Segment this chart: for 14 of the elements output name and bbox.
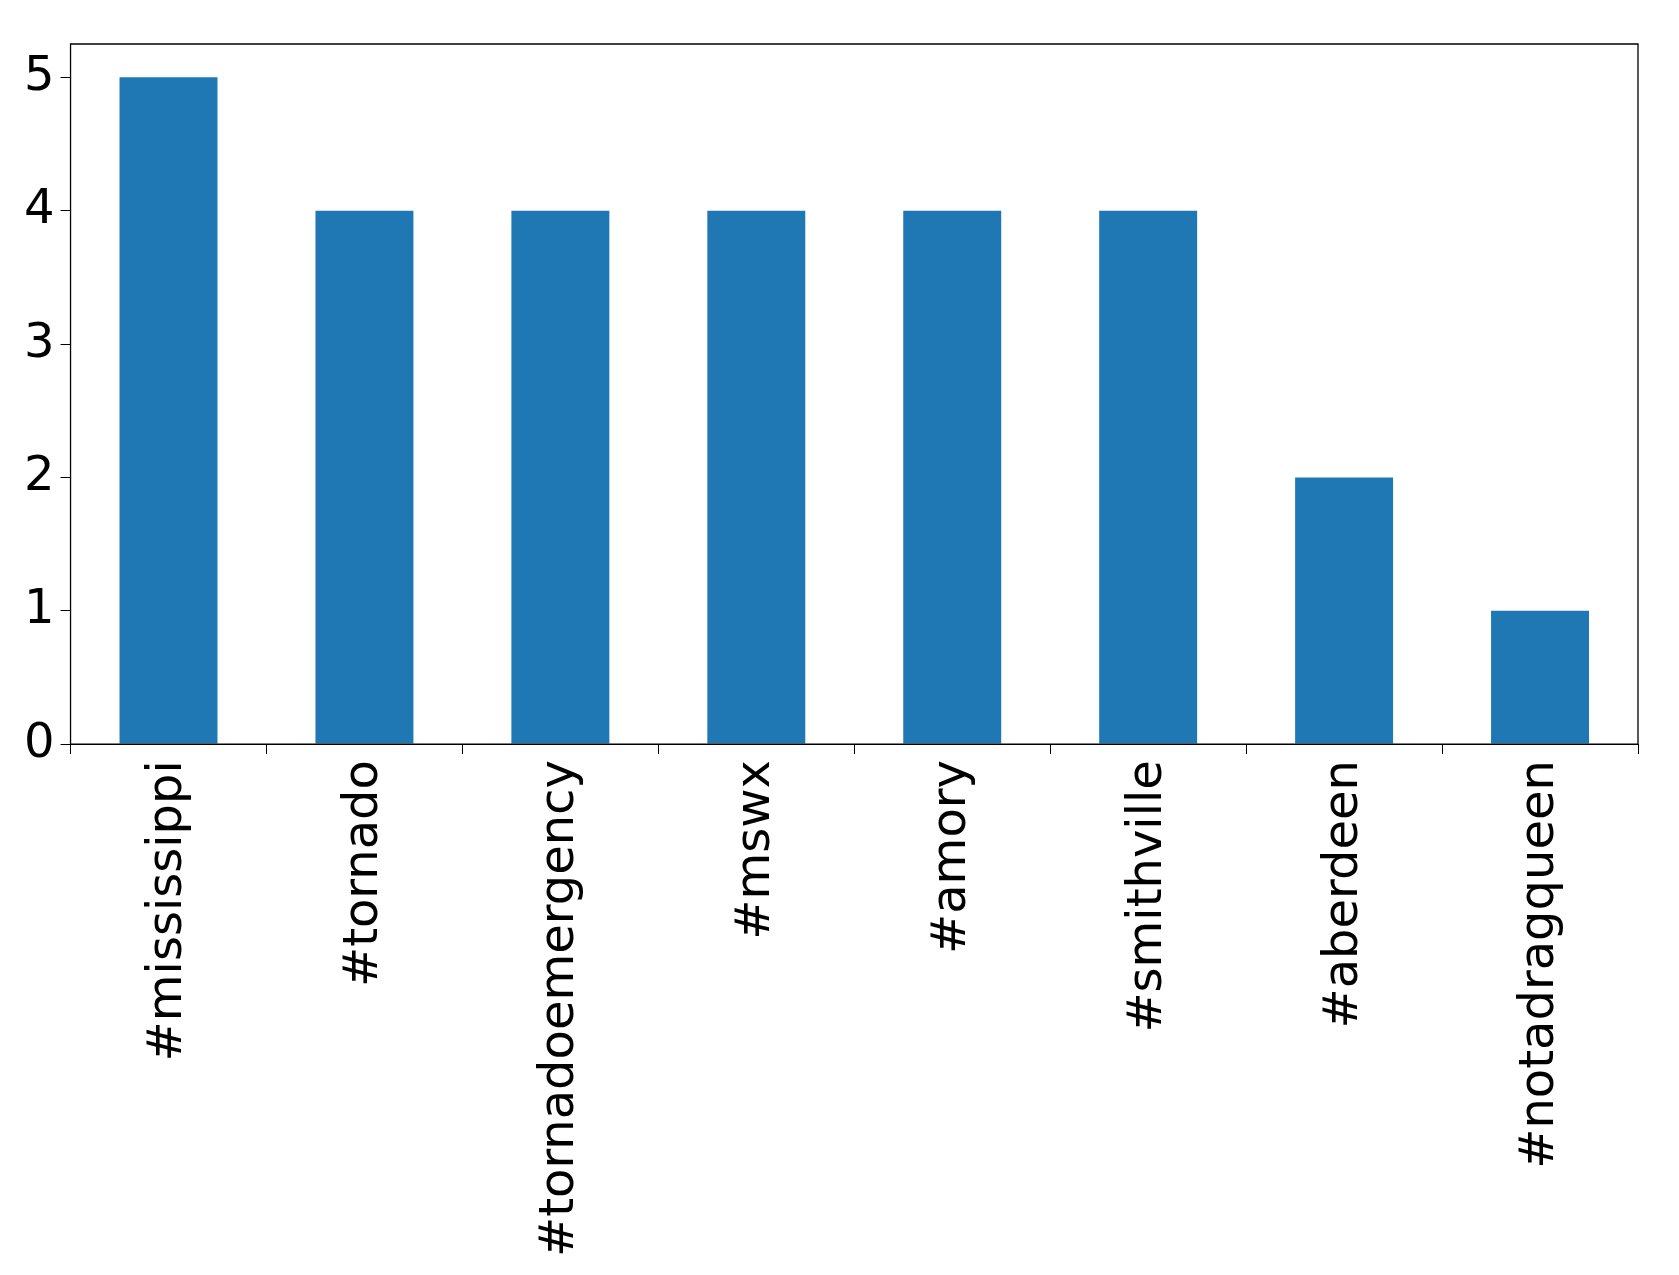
y-tick-label: 5: [23, 44, 55, 101]
x-tick-label: #mswx: [723, 760, 780, 940]
x-tick-label: #tornado: [331, 760, 388, 988]
x-tick-label: #smithville: [1115, 760, 1172, 1033]
y-tick-label: 1: [23, 578, 55, 635]
x-tick-label: #mississippi: [135, 760, 192, 1062]
y-tick-label: 0: [23, 711, 55, 768]
y-tick-label: 2: [23, 444, 55, 501]
x-tick-label: #tornadoemergency: [527, 760, 584, 1258]
x-tick-label: #amory: [919, 760, 976, 955]
x-tick-label: #aberdeen: [1311, 760, 1368, 1029]
y-tick-label: 3: [23, 311, 55, 368]
y-tick-label: 4: [23, 178, 55, 235]
x-tick-label: #notadragqueen: [1507, 760, 1564, 1169]
